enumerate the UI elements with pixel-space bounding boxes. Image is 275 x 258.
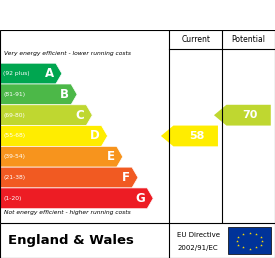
Text: A: A — [45, 67, 54, 80]
Text: (1-20): (1-20) — [3, 196, 22, 201]
Text: E: E — [106, 150, 114, 163]
Text: England & Wales: England & Wales — [8, 234, 134, 247]
Polygon shape — [214, 105, 271, 126]
Text: 58: 58 — [189, 131, 205, 141]
Text: 2002/91/EC: 2002/91/EC — [177, 245, 218, 251]
Text: (81-91): (81-91) — [3, 92, 25, 97]
Polygon shape — [0, 126, 108, 146]
Text: B: B — [60, 88, 69, 101]
Text: (69-80): (69-80) — [3, 113, 25, 118]
Polygon shape — [0, 84, 77, 105]
Polygon shape — [0, 105, 92, 126]
Text: 70: 70 — [242, 110, 258, 120]
Text: (55-68): (55-68) — [3, 133, 25, 139]
Polygon shape — [0, 63, 62, 84]
Text: Not energy efficient - higher running costs: Not energy efficient - higher running co… — [4, 210, 131, 215]
Polygon shape — [0, 146, 123, 167]
Text: Energy Efficiency Rating: Energy Efficiency Rating — [36, 8, 239, 23]
Text: Very energy efficient - lower running costs: Very energy efficient - lower running co… — [4, 51, 131, 56]
Text: C: C — [75, 109, 84, 122]
Text: (21-38): (21-38) — [3, 175, 25, 180]
Polygon shape — [161, 126, 218, 146]
Text: EU Directive: EU Directive — [177, 232, 220, 238]
Text: Current: Current — [181, 35, 210, 44]
Text: F: F — [122, 171, 130, 184]
Polygon shape — [0, 188, 153, 209]
Text: (92 plus): (92 plus) — [3, 71, 30, 76]
Text: G: G — [135, 192, 145, 205]
Text: (39-54): (39-54) — [3, 154, 25, 159]
Polygon shape — [0, 167, 138, 188]
Text: D: D — [90, 130, 99, 142]
Text: Potential: Potential — [232, 35, 266, 44]
Bar — [228, 227, 271, 254]
